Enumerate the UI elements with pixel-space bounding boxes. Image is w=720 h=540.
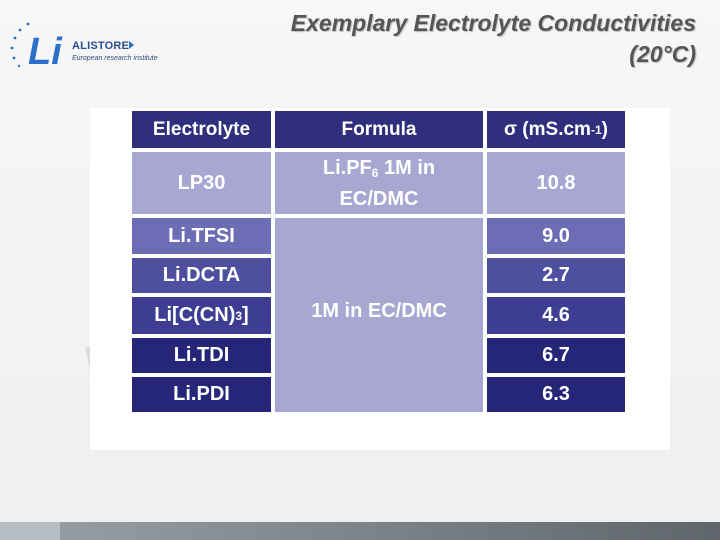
ccn-electrolyte-subscript: 3	[235, 308, 243, 323]
lp30-formula-line-1: Li.PF6 1M in	[323, 155, 435, 186]
title-line-1: Exemplary Electrolyte Conductivities	[290, 10, 696, 36]
li-logo-mark-icon: Li	[10, 22, 63, 73]
cell-ccn-electrolyte: Li[C(CN) 3]	[132, 297, 271, 334]
header-conductivity-exponent: -1	[590, 122, 602, 137]
page-title: Exemplary Electrolyte Conductivities (20…	[176, 8, 696, 70]
cell-tfsi-conductivity: 9.0	[487, 218, 625, 254]
cell-pdi-conductivity: 6.3	[487, 377, 625, 412]
ccn-electrolyte-post: ]	[242, 304, 249, 326]
lp30-formula-line-2: EC/DMC	[339, 187, 419, 210]
header-electrolyte: Electrolyte	[132, 111, 271, 148]
header-conductivity-label: σ (mS.cm	[504, 118, 591, 140]
cell-ccn-conductivity: 4.6	[487, 297, 625, 334]
cell-tdi-conductivity: 6.7	[487, 338, 625, 373]
alistore-logo: Li ALISTORE European research institute	[6, 14, 166, 74]
logo-subtitle: European research institute	[72, 55, 158, 62]
lp30-formula-subscript: 6	[371, 165, 379, 180]
cell-tdi-electrolyte: Li.TDI	[132, 338, 271, 373]
logo-arrow-icon	[129, 41, 134, 49]
cell-lp30-formula: Li.PF6 1M in EC/DMC	[275, 152, 483, 214]
footer-bar-accent	[0, 522, 60, 540]
cell-dcta-electrolyte: Li.DCTA	[132, 258, 271, 293]
footer-bar	[0, 522, 720, 540]
cell-lp30-electrolyte: LP30	[132, 152, 271, 214]
logo-name: ALISTORE	[72, 40, 130, 52]
header-conductivity: σ (mS.cm -1)	[487, 111, 625, 148]
ccn-electrolyte-pre: Li[C(CN)	[154, 304, 236, 326]
cell-dcta-conductivity: 2.7	[487, 258, 625, 293]
header-formula: Formula	[275, 111, 483, 148]
title-line-2: (20°C)	[629, 41, 696, 67]
lp30-formula-post: 1M in	[378, 156, 436, 179]
cell-pdi-electrolyte: Li.PDI	[132, 377, 271, 412]
cell-merged-formula: 1M in EC/DMC	[275, 218, 483, 412]
logo-mark-text: Li	[28, 31, 63, 73]
header-conductivity-close: )	[601, 118, 608, 140]
lp30-formula-pre: Li.PF	[322, 156, 372, 179]
cell-lp30-conductivity: 10.8	[487, 152, 625, 214]
cell-tfsi-electrolyte: Li.TFSI	[132, 218, 271, 254]
